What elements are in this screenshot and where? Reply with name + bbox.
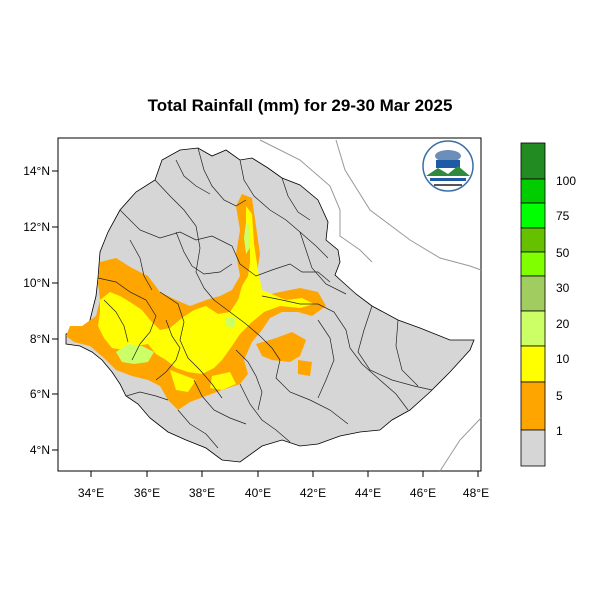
x-tick-labels: 34°E 36°E 38°E 40°E 42°E 44°E 46°E 48°E: [78, 486, 489, 500]
legend-label: 50: [556, 246, 570, 260]
x-tick-label: 44°E: [355, 486, 381, 500]
ethiopian-meteorology-institute-logo-icon: [422, 140, 474, 192]
x-tick-label: 42°E: [300, 486, 326, 500]
legend-labels: 1 5 10 20 30 50 75 100: [556, 174, 576, 438]
x-tick-label: 36°E: [134, 486, 160, 500]
neighbor-boundaries: [259, 139, 482, 472]
y-tick-label: 14°N: [23, 164, 50, 178]
admin-boundaries: [97, 147, 433, 449]
map-title: Total Rainfall (mm) for 29-30 Mar 2025: [147, 96, 453, 115]
y-tick-labels: 14°N 12°N 10°N 8°N 6°N 4°N: [23, 164, 50, 457]
legend-label: 30: [556, 281, 570, 295]
x-tick-label: 40°E: [245, 486, 271, 500]
x-tick-label: 46°E: [410, 486, 436, 500]
x-tick-label: 34°E: [78, 486, 104, 500]
legend-label: 100: [556, 174, 576, 188]
y-tick-label: 8°N: [30, 332, 50, 346]
y-tick-label: 4°N: [30, 443, 50, 457]
legend-label: 10: [556, 352, 570, 366]
legend-label: 20: [556, 317, 570, 331]
y-tick-label: 10°N: [23, 276, 50, 290]
rainfall-yellow: [98, 206, 314, 392]
x-ticks: [90, 471, 479, 477]
x-tick-label: 38°E: [189, 486, 215, 500]
y-tick-label: 6°N: [30, 387, 50, 401]
legend-label: 75: [556, 209, 570, 223]
legend-label: 1: [556, 424, 563, 438]
legend-label: 5: [556, 389, 563, 403]
legend-colorbar: [520, 142, 546, 467]
x-tick-label: 48°E: [463, 486, 489, 500]
y-ticks: [52, 170, 58, 451]
y-tick-label: 12°N: [23, 220, 50, 234]
